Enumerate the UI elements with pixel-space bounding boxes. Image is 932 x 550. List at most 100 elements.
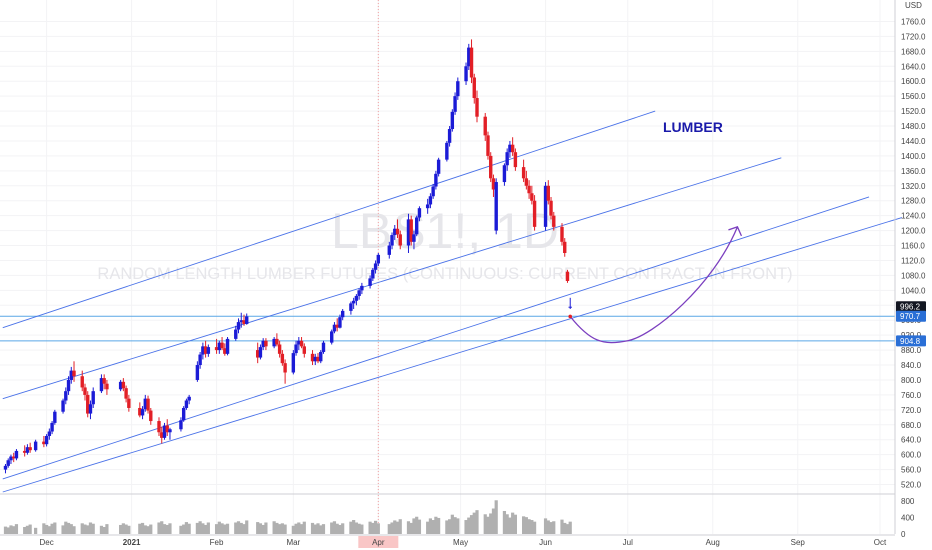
- volume-bar: [223, 524, 227, 534]
- candle-body: [201, 346, 205, 355]
- candle-body: [464, 66, 468, 82]
- volume-bar: [275, 522, 279, 534]
- time-axis[interactable]: Dec 2021 Feb Mar Apr May Jun Jul Aug Sep Oct: [0, 534, 895, 548]
- price-tick-label: 1440.0: [901, 137, 926, 146]
- price-grid: [0, 0, 895, 534]
- volume-bar: [568, 521, 572, 534]
- candle-body: [524, 178, 529, 186]
- volume-bar: [99, 525, 104, 534]
- volume-bar: [428, 518, 433, 534]
- volume-bar: [450, 514, 454, 534]
- volume-bar: [198, 521, 202, 534]
- volume-bar: [475, 510, 479, 534]
- volume-bar: [23, 527, 27, 534]
- volume-bar: [467, 517, 471, 534]
- time-tick-label: Jul: [623, 538, 633, 547]
- candle-body: [563, 241, 567, 253]
- price-label-text: 970.7: [900, 312, 921, 321]
- candle-body: [245, 316, 249, 324]
- volume-axis: 0 400 800: [901, 497, 915, 539]
- channel-line: [2, 110, 656, 329]
- price-tick-label: 1600.0: [901, 77, 926, 86]
- candle-body: [371, 269, 375, 279]
- volume-bar: [505, 514, 509, 534]
- candle-body: [124, 388, 128, 399]
- price-tick-label: 1280.0: [901, 197, 926, 206]
- candle-body: [445, 142, 449, 160]
- volume-bar: [124, 524, 128, 534]
- candle-body: [220, 342, 224, 349]
- volume-bar: [140, 522, 145, 534]
- volume-bar: [280, 523, 284, 534]
- volume-bar: [319, 525, 323, 534]
- volume-bar: [234, 522, 238, 534]
- volume-bar: [472, 512, 476, 534]
- volume-bar: [412, 518, 416, 534]
- volume-bar: [91, 523, 95, 534]
- volume-bar: [398, 519, 402, 534]
- candlestick-series[interactable]: [3, 39, 572, 474]
- candle-body: [297, 340, 301, 345]
- candle-body: [390, 235, 394, 246]
- candle-body: [469, 47, 474, 78]
- candle-body: [510, 144, 515, 153]
- volume-bar: [236, 521, 241, 534]
- volume-bar: [184, 522, 189, 534]
- candle-body: [118, 381, 123, 390]
- volume-bar: [469, 515, 474, 534]
- candle-body: [406, 219, 411, 246]
- volume-bar: [195, 522, 199, 534]
- volume-bar: [149, 524, 153, 534]
- candle-body: [467, 47, 471, 67]
- volume-bar: [563, 522, 567, 534]
- price-tick-label: 560.0: [901, 466, 922, 475]
- volume-bar: [354, 522, 358, 534]
- candle-body: [239, 320, 243, 323]
- volume-bar: [47, 526, 51, 534]
- volume-bar: [278, 524, 282, 534]
- candle-body: [277, 344, 282, 354]
- volume-bar: [220, 523, 224, 534]
- candle-body: [310, 353, 315, 362]
- volume-bar: [491, 508, 496, 534]
- volume-bar: [86, 525, 90, 534]
- candle-body: [157, 421, 161, 433]
- candle-body: [223, 348, 227, 354]
- volume-bar: [415, 516, 419, 534]
- candle-body: [354, 295, 359, 301]
- candle-body: [549, 200, 553, 216]
- price-tick-label: 1640.0: [901, 62, 926, 71]
- candle-body: [486, 135, 490, 156]
- projection-curve[interactable]: [568, 226, 743, 344]
- price-tick-label: 1200.0: [901, 227, 926, 236]
- candle-body: [181, 407, 186, 421]
- candle-body: [61, 400, 65, 412]
- volume-bar: [179, 525, 183, 534]
- candle-body: [332, 324, 337, 332]
- projection-arrowhead: [728, 226, 743, 237]
- candle-body: [258, 347, 263, 358]
- price-label-text: 904.8: [900, 337, 921, 346]
- candle-body: [33, 441, 38, 451]
- volume-bar: [146, 526, 150, 534]
- volume-bar: [25, 525, 30, 534]
- volume-bar: [546, 520, 550, 534]
- candle-body: [9, 456, 13, 461]
- candle-body: [321, 342, 326, 352]
- horizontal-levels[interactable]: [0, 315, 895, 342]
- lumber-annotation[interactable]: LUMBER: [663, 119, 723, 135]
- volume-bar: [143, 525, 147, 534]
- volume-tick-label: 0: [901, 530, 906, 539]
- price-axis[interactable]: 520.0 560.0 600.0 640.0 680.0 720.0 760.0 800.0…: [894, 0, 926, 534]
- candle-body: [299, 340, 304, 347]
- volume-bar: [162, 524, 167, 534]
- volume-bar: [83, 524, 87, 534]
- volume-bar: [527, 519, 531, 534]
- candle-body: [203, 346, 208, 354]
- trend-channel[interactable]: [2, 110, 903, 493]
- volume-bar: [245, 520, 249, 534]
- volume-bar: [409, 522, 413, 534]
- volume-bar: [272, 521, 276, 534]
- candle-body: [160, 432, 164, 438]
